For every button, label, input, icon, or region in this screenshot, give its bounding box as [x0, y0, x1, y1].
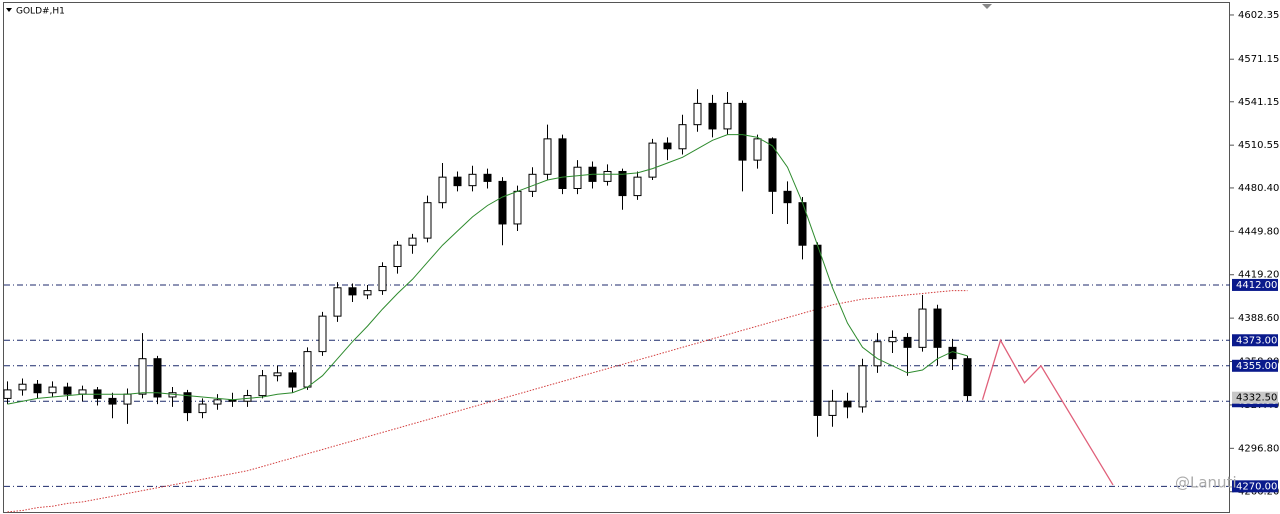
candle-body — [33, 383, 42, 394]
candle-body — [693, 102, 702, 126]
candle-body — [633, 176, 642, 197]
candle-body — [393, 244, 402, 268]
candle-body — [138, 358, 147, 395]
candle-body — [873, 341, 882, 367]
y-tick-label: 4296.80 — [1238, 443, 1279, 454]
level-label-box — [1232, 334, 1278, 347]
slow-ma — [7, 290, 968, 513]
candle-body — [438, 176, 447, 204]
candle-body — [663, 142, 672, 150]
candle-body — [78, 389, 87, 395]
candle-body — [903, 336, 912, 348]
y-tick-label: 4541.15 — [1238, 97, 1279, 108]
candle-body — [573, 166, 582, 189]
candle-body — [318, 315, 327, 353]
forecast-path — [981, 338, 1114, 486]
candle-body — [768, 138, 777, 192]
candle-body — [378, 266, 387, 292]
candle-body — [618, 170, 627, 197]
y-tick-label: 4480.40 — [1238, 183, 1279, 194]
candle-body — [648, 142, 657, 178]
candle-body — [348, 287, 357, 296]
candle-body — [18, 383, 27, 391]
candle-body — [408, 237, 417, 246]
menu-arrow[interactable] — [6, 8, 12, 12]
y-tick-label: 4602.35 — [1238, 10, 1279, 21]
candle-body — [888, 336, 897, 343]
candle-body — [963, 358, 972, 397]
candle-body — [843, 400, 852, 408]
candle-body — [108, 397, 117, 405]
price-tag: 4332.50 — [1236, 393, 1277, 404]
candle-body — [918, 308, 927, 348]
y-tick-label: 4510.55 — [1238, 140, 1279, 151]
candle-body — [738, 102, 747, 161]
y-tick-label: 4449.80 — [1238, 226, 1279, 237]
y-tick-label: 4419.20 — [1238, 270, 1279, 281]
candle-body — [498, 180, 507, 225]
candle-body — [753, 138, 762, 161]
candle-body — [543, 138, 552, 175]
y-tick-label: 4571.15 — [1238, 54, 1279, 65]
candle-body — [453, 176, 462, 187]
level-label-box — [1232, 278, 1278, 291]
candle-body — [153, 358, 162, 398]
candle-body — [303, 351, 312, 388]
candle-body — [63, 386, 72, 395]
candle-body — [3, 389, 12, 399]
candle-body — [858, 365, 867, 408]
candle-body — [213, 399, 222, 405]
candle-body — [528, 173, 537, 192]
level-label: 4373.00 — [1236, 335, 1277, 346]
candle-body — [423, 202, 432, 239]
candle-body — [828, 400, 837, 416]
candle-body — [783, 190, 792, 204]
fast-ma — [7, 134, 968, 405]
candle-body — [333, 287, 342, 317]
candle-body — [48, 386, 57, 394]
level-label: 4270.00 — [1236, 481, 1277, 492]
plot-layer: 4602.35 4571.15 4541.15 4510.55 4480.40 4449.… — [3, 10, 1279, 513]
shift-marker — [982, 4, 992, 9]
level-label: 4355.00 — [1236, 361, 1277, 372]
candle-body — [258, 375, 267, 397]
candle-body — [723, 102, 732, 130]
candle-body — [288, 372, 297, 388]
candle-body — [123, 393, 132, 405]
price-tag-box — [1232, 391, 1278, 404]
level-label-box — [1232, 480, 1278, 493]
candle-body — [363, 290, 372, 296]
candle-body — [468, 173, 477, 187]
candle-body — [198, 403, 207, 414]
y-tick-label: 4388.60 — [1238, 313, 1279, 324]
candle-body — [513, 190, 522, 225]
candle-body — [603, 170, 612, 182]
plot-frame — [3, 2, 1230, 513]
candle-body — [708, 102, 717, 130]
watermark: @Lanuti — [1175, 474, 1237, 492]
candle-body — [813, 244, 822, 416]
level-label-box — [1232, 359, 1278, 372]
candle-body — [183, 392, 192, 414]
candle-body — [273, 372, 282, 377]
candle-body — [558, 138, 567, 189]
candle-body — [933, 308, 942, 348]
chart-title: GOLD#,H1 — [16, 7, 65, 17]
level-label: 4412.00 — [1236, 280, 1277, 291]
candle-body — [678, 124, 687, 150]
candle-body — [483, 173, 492, 182]
